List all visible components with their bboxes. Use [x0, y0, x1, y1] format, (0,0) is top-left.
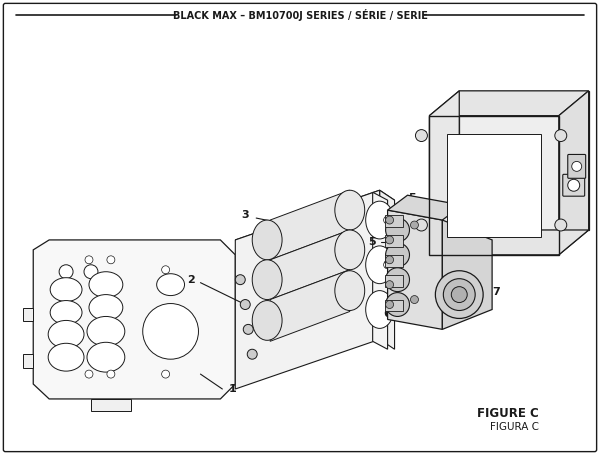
Text: BLACK MAX – BM10700J SERIES / SÉRIE / SERIE: BLACK MAX – BM10700J SERIES / SÉRIE / SE…	[173, 9, 427, 21]
Ellipse shape	[386, 218, 409, 242]
Ellipse shape	[436, 271, 483, 318]
Ellipse shape	[383, 261, 392, 269]
Polygon shape	[235, 190, 395, 250]
Polygon shape	[442, 220, 492, 329]
Text: 9: 9	[443, 114, 451, 124]
Bar	[385, 299, 403, 312]
Polygon shape	[373, 192, 388, 349]
Ellipse shape	[555, 130, 567, 142]
Ellipse shape	[386, 243, 409, 267]
Ellipse shape	[89, 294, 123, 320]
Text: FIGURA C: FIGURA C	[490, 422, 539, 432]
Ellipse shape	[386, 293, 409, 317]
Polygon shape	[430, 230, 589, 255]
Ellipse shape	[143, 303, 199, 359]
Ellipse shape	[89, 272, 123, 298]
Polygon shape	[448, 134, 541, 237]
Ellipse shape	[59, 265, 73, 278]
Ellipse shape	[50, 301, 82, 324]
Polygon shape	[33, 240, 235, 399]
Ellipse shape	[555, 219, 567, 231]
Polygon shape	[388, 210, 442, 329]
Ellipse shape	[243, 324, 253, 334]
Ellipse shape	[85, 370, 93, 378]
Polygon shape	[270, 270, 350, 341]
Ellipse shape	[386, 281, 394, 288]
Ellipse shape	[335, 230, 365, 270]
Ellipse shape	[386, 216, 394, 224]
Text: FIGURE C: FIGURE C	[477, 407, 539, 420]
Polygon shape	[430, 91, 459, 255]
Polygon shape	[380, 190, 395, 349]
Ellipse shape	[252, 260, 282, 299]
Text: 3: 3	[241, 210, 249, 220]
Polygon shape	[23, 308, 33, 321]
Ellipse shape	[161, 370, 170, 378]
Ellipse shape	[235, 275, 245, 285]
Ellipse shape	[451, 287, 467, 303]
Ellipse shape	[107, 256, 115, 264]
Ellipse shape	[335, 190, 365, 230]
FancyBboxPatch shape	[563, 174, 584, 196]
Ellipse shape	[87, 342, 125, 372]
Polygon shape	[430, 91, 589, 116]
Ellipse shape	[365, 246, 394, 283]
Ellipse shape	[415, 130, 427, 142]
FancyBboxPatch shape	[4, 3, 596, 452]
Ellipse shape	[386, 301, 394, 308]
Ellipse shape	[386, 268, 409, 292]
Polygon shape	[235, 190, 380, 389]
Text: 4: 4	[383, 257, 392, 267]
Bar	[385, 215, 403, 227]
Polygon shape	[23, 354, 33, 368]
Ellipse shape	[386, 236, 394, 244]
Ellipse shape	[410, 221, 418, 229]
Ellipse shape	[48, 320, 84, 348]
Text: 5: 5	[368, 237, 376, 247]
Ellipse shape	[157, 274, 185, 296]
Ellipse shape	[84, 265, 98, 278]
Polygon shape	[270, 190, 350, 260]
Text: 7: 7	[492, 287, 500, 297]
Bar	[385, 275, 403, 287]
Polygon shape	[388, 195, 462, 220]
Ellipse shape	[383, 216, 392, 224]
Bar	[385, 255, 403, 267]
Ellipse shape	[415, 219, 427, 231]
Ellipse shape	[247, 349, 257, 359]
Bar	[385, 235, 403, 247]
Text: 5: 5	[409, 193, 416, 203]
Text: 8: 8	[560, 143, 568, 153]
Ellipse shape	[365, 201, 394, 239]
Ellipse shape	[252, 301, 282, 340]
Polygon shape	[270, 230, 350, 299]
Polygon shape	[91, 399, 131, 411]
Ellipse shape	[240, 299, 250, 309]
Ellipse shape	[85, 256, 93, 264]
Ellipse shape	[335, 271, 365, 310]
Ellipse shape	[48, 343, 84, 371]
Ellipse shape	[50, 278, 82, 302]
Ellipse shape	[87, 317, 125, 346]
Ellipse shape	[410, 296, 418, 303]
Ellipse shape	[107, 370, 115, 378]
Polygon shape	[459, 91, 589, 230]
Ellipse shape	[572, 162, 581, 172]
Ellipse shape	[252, 220, 282, 260]
FancyBboxPatch shape	[568, 154, 586, 178]
Text: 6: 6	[383, 309, 392, 319]
Ellipse shape	[365, 291, 394, 329]
Text: 1: 1	[229, 384, 236, 394]
Polygon shape	[559, 91, 589, 255]
Ellipse shape	[568, 179, 580, 191]
Ellipse shape	[443, 278, 475, 310]
Ellipse shape	[386, 256, 394, 264]
Text: 2: 2	[187, 275, 194, 285]
Ellipse shape	[161, 266, 170, 274]
